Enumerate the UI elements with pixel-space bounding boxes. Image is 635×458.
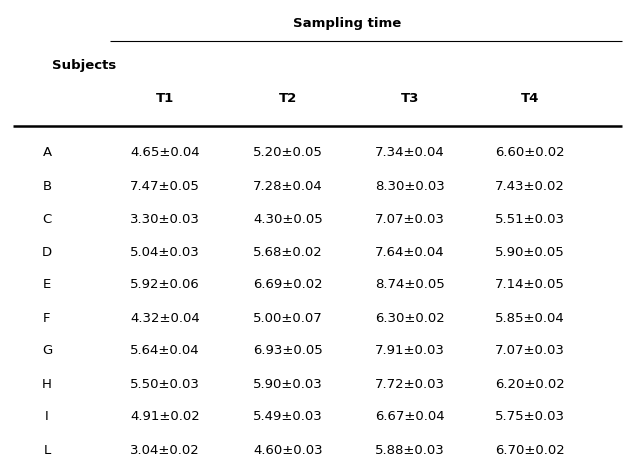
Text: T2: T2: [279, 92, 297, 104]
Text: 5.75±0.03: 5.75±0.03: [495, 410, 565, 424]
Text: 7.72±0.03: 7.72±0.03: [375, 377, 445, 391]
Text: T4: T4: [521, 92, 539, 104]
Text: 5.20±0.05: 5.20±0.05: [253, 147, 323, 159]
Text: 7.07±0.03: 7.07±0.03: [375, 213, 445, 225]
Text: T1: T1: [156, 92, 174, 104]
Text: 7.64±0.04: 7.64±0.04: [375, 245, 444, 258]
Text: 4.30±0.05: 4.30±0.05: [253, 213, 323, 225]
Text: 4.32±0.04: 4.32±0.04: [130, 311, 200, 325]
Text: 5.04±0.03: 5.04±0.03: [130, 245, 200, 258]
Text: D: D: [42, 245, 52, 258]
Text: 6.67±0.04: 6.67±0.04: [375, 410, 444, 424]
Text: 6.60±0.02: 6.60±0.02: [495, 147, 565, 159]
Text: 5.64±0.04: 5.64±0.04: [130, 344, 200, 358]
Text: I: I: [45, 410, 49, 424]
Text: H: H: [42, 377, 52, 391]
Text: 7.28±0.04: 7.28±0.04: [253, 180, 323, 192]
Text: 4.91±0.02: 4.91±0.02: [130, 410, 200, 424]
Text: 5.49±0.03: 5.49±0.03: [253, 410, 323, 424]
Text: 8.74±0.05: 8.74±0.05: [375, 278, 445, 291]
Text: 7.07±0.03: 7.07±0.03: [495, 344, 565, 358]
Text: 5.90±0.05: 5.90±0.05: [495, 245, 565, 258]
Text: 7.14±0.05: 7.14±0.05: [495, 278, 565, 291]
Text: L: L: [43, 443, 51, 457]
Text: 7.43±0.02: 7.43±0.02: [495, 180, 565, 192]
Text: 3.04±0.02: 3.04±0.02: [130, 443, 200, 457]
Text: 4.65±0.04: 4.65±0.04: [130, 147, 200, 159]
Text: 6.30±0.02: 6.30±0.02: [375, 311, 445, 325]
Text: 5.90±0.03: 5.90±0.03: [253, 377, 323, 391]
Text: 8.30±0.03: 8.30±0.03: [375, 180, 445, 192]
Text: E: E: [43, 278, 51, 291]
Text: 6.70±0.02: 6.70±0.02: [495, 443, 565, 457]
Text: 7.34±0.04: 7.34±0.04: [375, 147, 445, 159]
Text: A: A: [43, 147, 51, 159]
Text: Sampling time: Sampling time: [293, 16, 401, 29]
Text: 7.47±0.05: 7.47±0.05: [130, 180, 200, 192]
Text: F: F: [43, 311, 51, 325]
Text: 5.00±0.07: 5.00±0.07: [253, 311, 323, 325]
Text: 5.92±0.06: 5.92±0.06: [130, 278, 200, 291]
Text: C: C: [43, 213, 51, 225]
Text: G: G: [42, 344, 52, 358]
Text: Subjects: Subjects: [52, 60, 116, 72]
Text: 4.60±0.03: 4.60±0.03: [253, 443, 323, 457]
Text: 7.91±0.03: 7.91±0.03: [375, 344, 445, 358]
Text: B: B: [43, 180, 51, 192]
Text: 5.51±0.03: 5.51±0.03: [495, 213, 565, 225]
Text: 3.30±0.03: 3.30±0.03: [130, 213, 200, 225]
Text: 6.93±0.05: 6.93±0.05: [253, 344, 323, 358]
Text: 5.68±0.02: 5.68±0.02: [253, 245, 323, 258]
Text: 5.50±0.03: 5.50±0.03: [130, 377, 200, 391]
Text: 6.20±0.02: 6.20±0.02: [495, 377, 565, 391]
Text: 5.88±0.03: 5.88±0.03: [375, 443, 445, 457]
Text: 6.69±0.02: 6.69±0.02: [253, 278, 323, 291]
Text: T3: T3: [401, 92, 419, 104]
Text: 5.85±0.04: 5.85±0.04: [495, 311, 565, 325]
